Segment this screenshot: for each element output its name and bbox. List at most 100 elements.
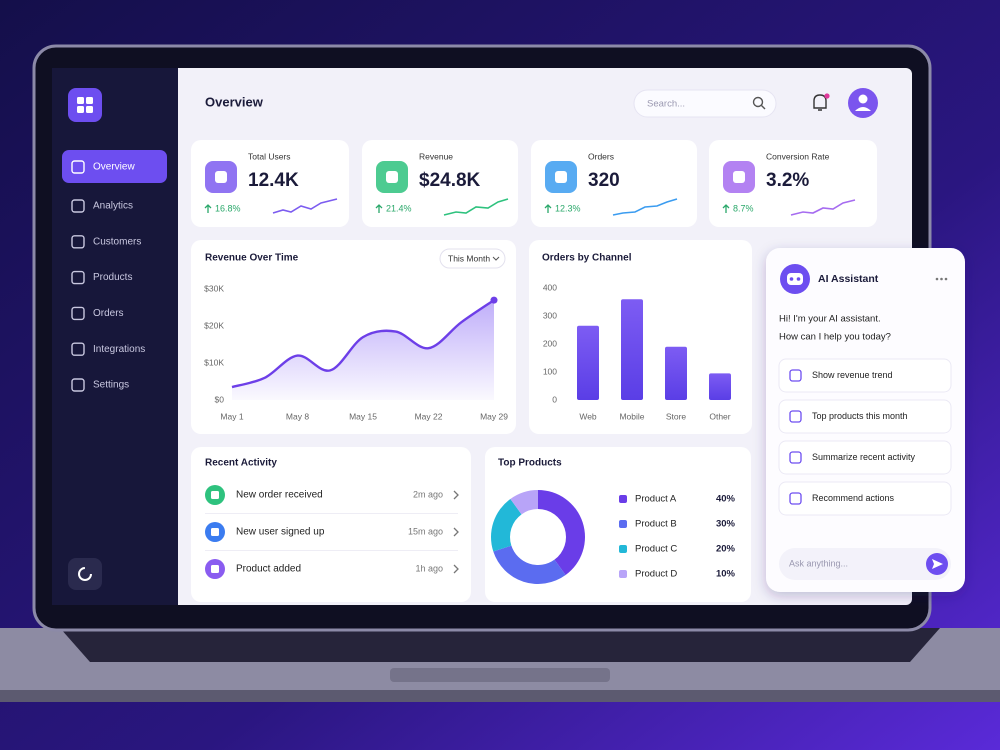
y-tick-label: 400 (543, 282, 557, 292)
nav-item[interactable]: Customers (93, 236, 141, 247)
up-arrow (722, 204, 730, 213)
period-filter: This Month (448, 253, 490, 263)
avatar-body (855, 107, 871, 111)
legend-value: 10% (716, 569, 736, 580)
activity-glyph (211, 491, 219, 499)
y-tick-label: 300 (543, 310, 557, 320)
up-arrow (375, 204, 383, 213)
search-box[interactable] (633, 89, 777, 118)
x-tick-label: May 29 (480, 411, 508, 421)
greeting: How can I help you today? (779, 332, 891, 343)
up-arrow (544, 204, 552, 213)
nav-icon (71, 378, 85, 392)
theme-toggle[interactable] (68, 558, 102, 590)
activity-text: Product added (236, 564, 301, 575)
donut-segment (510, 490, 538, 515)
x-tick-label: Other (709, 411, 730, 421)
chart-title: Orders by Channel (542, 253, 632, 264)
chevron[interactable] (453, 527, 459, 537)
bell-icon[interactable] (813, 94, 827, 111)
suggestion[interactable] (778, 358, 952, 393)
y-tick-label: $0 (215, 394, 225, 404)
chart-title: Top Products (498, 458, 562, 469)
suggestion[interactable] (778, 399, 952, 434)
donut-segment (490, 498, 522, 552)
trackpad (390, 668, 610, 682)
activity-glyph (211, 565, 219, 573)
suggestion[interactable] (778, 440, 952, 475)
send-icon (932, 559, 943, 569)
x-tick-label: May 15 (349, 411, 377, 421)
kpi-change: 16.8% (215, 203, 241, 213)
nav-item[interactable]: Integrations (93, 344, 145, 355)
bot-face (787, 273, 803, 285)
chevron[interactable] (453, 490, 459, 500)
sparkline (272, 198, 338, 214)
kpi-label: Revenue (419, 151, 453, 161)
activity-text: New user signed up (236, 527, 325, 538)
sparkline (612, 198, 678, 216)
activity-title: Recent Activity (205, 458, 277, 469)
keyboard (60, 628, 940, 662)
bar (621, 299, 643, 400)
kpi-icon-glyph (733, 171, 745, 183)
suggestion-text: Show revenue trend (812, 370, 893, 380)
legend-swatch (619, 495, 627, 503)
y-tick-label: 200 (543, 338, 557, 348)
suggestion[interactable] (778, 481, 952, 516)
y-tick-label: $30K (204, 283, 224, 293)
sparkline (790, 199, 856, 216)
legend-label: Product C (635, 544, 677, 555)
x-tick-label: May 8 (286, 411, 309, 421)
suggestion-text: Recommend actions (812, 493, 895, 503)
notification-dot (824, 93, 830, 99)
chat-input[interactable] (779, 548, 951, 580)
x-tick-label: May 22 (415, 411, 443, 421)
suggestion-icon (789, 410, 802, 423)
kpi-card (709, 140, 877, 227)
search-placeholder: Search... (647, 99, 685, 110)
chevron[interactable] (453, 564, 459, 574)
period-dropdown[interactable] (439, 248, 506, 269)
legend-value: 30% (716, 519, 736, 530)
kpi-label: Conversion Rate (766, 151, 830, 161)
y-tick-label: $20K (204, 320, 224, 330)
theme-icon (78, 567, 92, 581)
more-menu[interactable] (935, 277, 948, 281)
greeting: Hi! I'm your AI assistant. (779, 314, 881, 325)
assistant-title: AI Assistant (818, 273, 879, 285)
nav-item[interactable]: Analytics (93, 201, 133, 212)
legend-label: Product B (635, 519, 677, 530)
x-tick-label: May 1 (220, 411, 243, 421)
nav-item[interactable]: Overview (93, 162, 135, 173)
y-tick-label: 100 (543, 366, 557, 376)
sidebar (52, 68, 178, 605)
kpi-value: 3.2% (766, 170, 809, 191)
kpi-label: Total Users (248, 151, 291, 161)
nav-active-highlight (62, 150, 167, 183)
activity-glyph (211, 528, 219, 536)
nav-icon (71, 306, 85, 321)
sparkline (443, 198, 509, 216)
line (231, 299, 495, 389)
end-point (490, 296, 498, 304)
dropdown-caret (492, 256, 500, 261)
bot-eye (796, 277, 801, 281)
kpi-value: 320 (588, 170, 620, 191)
kpi-value: $24.8K (419, 170, 481, 191)
nav-item[interactable]: Orders (93, 308, 124, 319)
search-icon-handle (761, 105, 766, 110)
kpi-icon-glyph (215, 171, 227, 183)
nav-item[interactable]: Products (93, 272, 132, 283)
legend-label: Product A (635, 494, 677, 505)
kpi-icon-glyph (555, 171, 567, 183)
activity-time: 15m ago (408, 526, 443, 536)
activity-text: New order received (236, 490, 323, 501)
suggestion-icon (789, 369, 802, 382)
kpi-change: 21.4% (386, 203, 412, 213)
kpi-value: 12.4K (248, 170, 299, 191)
nav-item[interactable]: Settings (93, 380, 129, 391)
legend-swatch (619, 545, 627, 553)
avatar-head (858, 94, 868, 104)
